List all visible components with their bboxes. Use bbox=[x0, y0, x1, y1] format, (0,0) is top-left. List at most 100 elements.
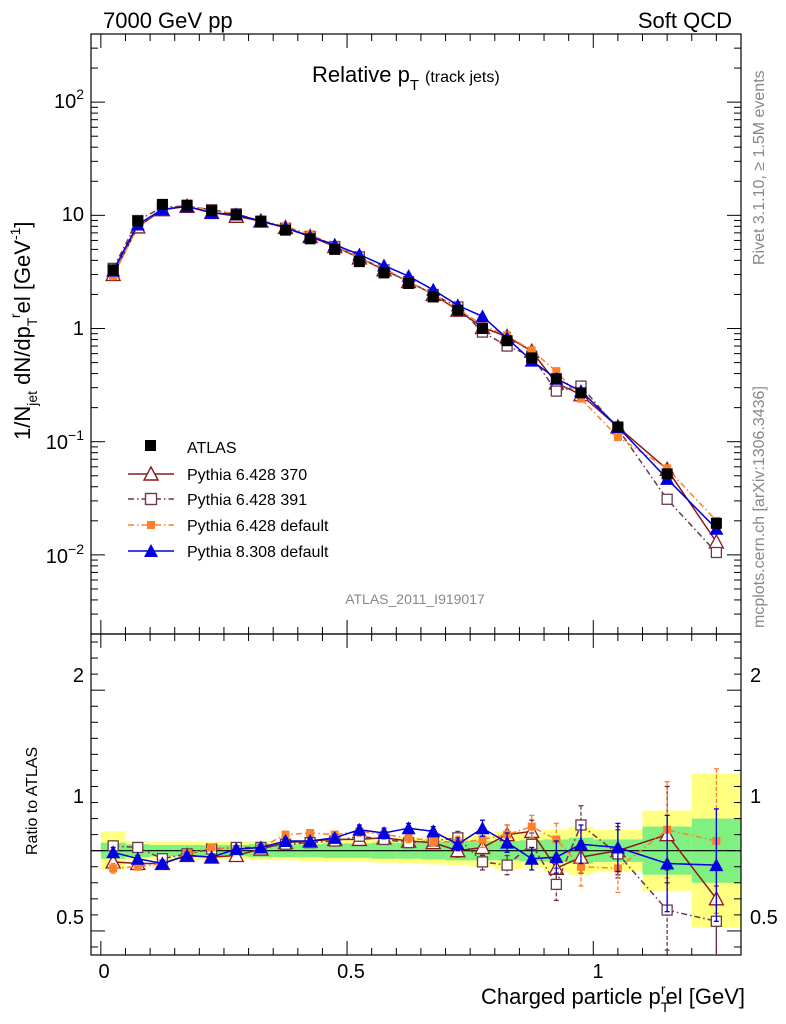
ratio-point-p8def-5 bbox=[229, 842, 244, 856]
ratio-point-p8def-11 bbox=[376, 826, 391, 840]
xtick-label-0.5: 0.5 bbox=[337, 961, 365, 983]
main-series-atlas bbox=[107, 198, 722, 529]
ratio-point-p8def-19 bbox=[573, 837, 588, 851]
xtick-label-0: 0 bbox=[98, 961, 109, 983]
main-point-p370-22 bbox=[708, 533, 725, 549]
legend-entry-p391: Pythia 6.428 391 bbox=[128, 492, 307, 509]
main-point-atlas-4 bbox=[206, 205, 218, 217]
legend-label-atlas: ATLAS bbox=[187, 440, 237, 457]
main-point-atlas-10 bbox=[353, 256, 365, 268]
ratio-point-p6def-1 bbox=[133, 862, 142, 871]
header-left: 7000 GeV pp bbox=[103, 8, 233, 33]
ratio-point-p8def-8 bbox=[303, 834, 318, 848]
ratio-point-p8def-9 bbox=[327, 830, 342, 844]
main-point-p391-21 bbox=[661, 493, 673, 505]
main-point-p391-22 bbox=[710, 546, 723, 559]
main-line-p6def bbox=[112, 205, 717, 522]
legend-marker-p6def bbox=[147, 521, 155, 529]
ratio-ytick-label-1: 1 bbox=[73, 786, 84, 808]
main-series-p8def bbox=[106, 199, 724, 535]
ratio-point-p8def-15 bbox=[475, 821, 490, 835]
ratio-point-p8def-2 bbox=[155, 856, 170, 870]
ratio-point-p8def-17 bbox=[524, 851, 539, 865]
main-point-atlas-14 bbox=[452, 304, 464, 316]
analysis-id: ATLAS_2011_I919017 bbox=[345, 591, 485, 607]
main-point-atlas-0 bbox=[107, 264, 119, 276]
ratio-point-p6def-15 bbox=[478, 835, 487, 844]
ratio-series-p391 bbox=[107, 805, 723, 956]
ytick-label-1e2: 102 bbox=[54, 86, 84, 113]
ratio-point-p8def-0 bbox=[106, 845, 121, 859]
ratio-ytick-label-2-right: 2 bbox=[750, 665, 761, 687]
main-point-atlas-12 bbox=[403, 277, 415, 289]
legend-label-p8def: Pythia 8.308 default bbox=[187, 544, 329, 561]
main-point-atlas-7 bbox=[280, 224, 292, 236]
main-point-p6def-20 bbox=[613, 433, 622, 442]
legend-entry-p8def: Pythia 8.308 default bbox=[128, 544, 329, 561]
main-point-atlas-22 bbox=[710, 517, 722, 529]
main-point-atlas-8 bbox=[304, 233, 316, 245]
ratio-point-p8def-4 bbox=[204, 850, 219, 864]
main-point-p6def-17 bbox=[527, 346, 536, 355]
ratio-point-p391-18 bbox=[550, 878, 562, 891]
main-point-atlas-1 bbox=[132, 215, 144, 227]
main-point-atlas-16 bbox=[501, 335, 513, 347]
legend-marker-p8def bbox=[144, 544, 158, 557]
main-ylabel: 1/Njet dN/dpTrel [GeV-1] bbox=[7, 221, 40, 440]
main-point-atlas-19 bbox=[575, 387, 587, 399]
legend-marker-p370 bbox=[142, 465, 160, 481]
main-point-atlas-2 bbox=[156, 198, 168, 210]
ytick-label-10: 10 bbox=[62, 204, 84, 226]
ytick-label-1e-2: 10−2 bbox=[46, 541, 84, 568]
ratio-ytick-label-0.5: 0.5 bbox=[56, 907, 84, 929]
ratio-point-p8def-18 bbox=[549, 850, 564, 864]
ratio-ytick-label-2: 2 bbox=[73, 665, 84, 687]
main-point-atlas-11 bbox=[378, 267, 390, 279]
ratio-point-p391-16 bbox=[501, 859, 513, 871]
main-title: Relative pT (track jets) bbox=[312, 62, 500, 94]
main-point-atlas-9 bbox=[329, 243, 341, 255]
legend-entry-p370: Pythia 6.428 370 bbox=[128, 465, 307, 484]
ratio-ytick-label-1-right: 1 bbox=[750, 786, 761, 808]
ratio-point-p8def-6 bbox=[253, 840, 268, 854]
xlabel: Charged particle pTrel [GeV] bbox=[481, 981, 745, 1015]
legend-label-p370: Pythia 6.428 370 bbox=[187, 467, 307, 484]
main-point-p8def-15 bbox=[475, 309, 490, 323]
chart-layer bbox=[90, 33, 742, 956]
legend-label-p391: Pythia 6.428 391 bbox=[187, 492, 307, 509]
ratio-point-p6def-4 bbox=[207, 843, 216, 852]
rivet-label: Rivet 3.1.10, ≥ 1.5M events bbox=[751, 70, 768, 265]
ratio-point-p8def-16 bbox=[500, 835, 515, 849]
ratio-point-p8def-12 bbox=[401, 821, 416, 835]
legend-label-p6def: Pythia 6.428 default bbox=[187, 518, 329, 535]
main-point-atlas-15 bbox=[476, 323, 488, 335]
legend-marker-atlas bbox=[145, 440, 156, 451]
main-point-atlas-17 bbox=[526, 352, 538, 364]
ratio-point-p8def-1 bbox=[130, 851, 145, 865]
main-point-atlas-13 bbox=[427, 291, 439, 303]
ratio-point-p8def-20 bbox=[610, 840, 625, 854]
ratio-point-p6def-12 bbox=[404, 833, 413, 842]
main-point-p391-18 bbox=[550, 385, 562, 397]
ratio-point-p6def-8 bbox=[306, 829, 315, 838]
main-point-p6def-19 bbox=[576, 394, 585, 403]
ratio-point-p6def-19 bbox=[576, 862, 585, 871]
ratio-point-p8def-14 bbox=[450, 837, 465, 851]
ratio-point-p8def-13 bbox=[426, 824, 441, 838]
main-point-atlas-6 bbox=[255, 216, 267, 228]
ratio-point-p391-1 bbox=[132, 841, 144, 854]
header-right: Soft QCD bbox=[638, 8, 732, 33]
legend-entry-p6def: Pythia 6.428 default bbox=[128, 518, 329, 535]
ratio-ytick-label-0.5-right: 0.5 bbox=[750, 907, 778, 929]
ratio-point-p8def-10 bbox=[352, 822, 367, 836]
ratio-point-p8def-21 bbox=[660, 856, 675, 870]
main-point-atlas-5 bbox=[230, 209, 242, 221]
main-point-atlas-20 bbox=[612, 421, 624, 433]
main-point-atlas-18 bbox=[550, 373, 562, 385]
legend: ATLAS Pythia 6.428 370 Pythia 6.428 391 … bbox=[128, 440, 329, 561]
ratio-point-p8def-3 bbox=[180, 848, 195, 862]
ytick-label-1e-1: 10−1 bbox=[46, 427, 84, 454]
ratio-point-p6def-13 bbox=[429, 837, 438, 846]
